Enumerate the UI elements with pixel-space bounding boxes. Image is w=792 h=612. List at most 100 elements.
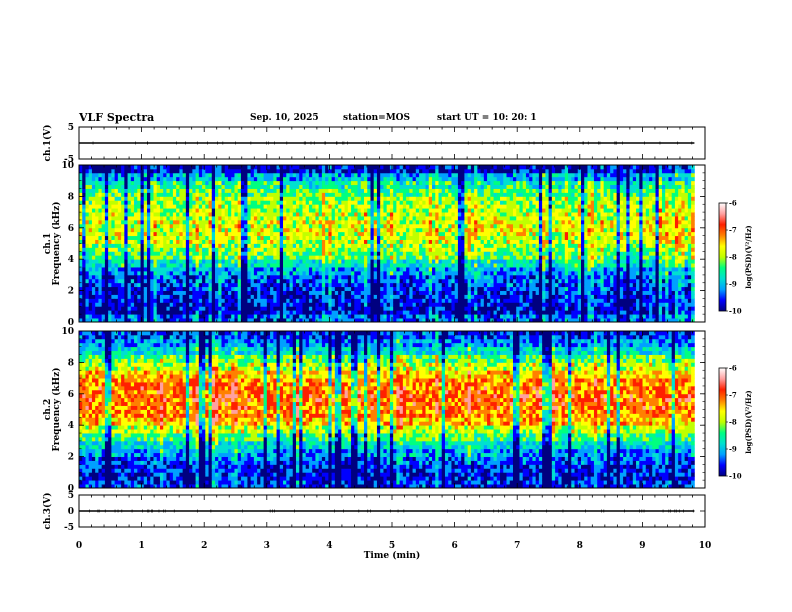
- spectrogram-cell: [312, 165, 316, 170]
- spectrogram-cell: [253, 306, 258, 311]
- spectrogram-cell: [124, 176, 128, 182]
- spectrogram-cell: [182, 274, 187, 280]
- spectrogram-cell: [169, 286, 174, 292]
- spectrogram-cell: [227, 286, 232, 292]
- spectrogram-cell: [95, 196, 99, 201]
- spectrogram-cell: [477, 239, 481, 244]
- spectrogram-cell: [412, 278, 417, 284]
- spectrogram-cell: [270, 184, 274, 189]
- spectrogram-cell: [244, 318, 248, 323]
- spectrogram-cell: [91, 216, 96, 221]
- spectrogram-cell: [231, 259, 235, 264]
- spectrogram-cell: [273, 263, 277, 268]
- spectrogram-cell: [402, 286, 407, 292]
- spectrogram-cell: [266, 188, 271, 193]
- spectrogram-cell: [130, 294, 135, 299]
- spectrogram-cell: [376, 227, 381, 233]
- spectrogram-cell: [166, 286, 171, 292]
- spectrogram-cell: [211, 306, 216, 311]
- spectrogram-cell: [283, 188, 287, 193]
- spectrogram-cell: [124, 251, 128, 256]
- spectrogram-cell: [169, 168, 174, 174]
- spectrogram-cell: [321, 306, 326, 311]
- spectrogram-cell: [104, 165, 109, 170]
- spectrogram-cell: [104, 204, 109, 209]
- spectrogram-cell: [367, 314, 371, 319]
- spectrogram-cell: [292, 318, 297, 323]
- spectrogram-cell: [237, 243, 242, 248]
- spectrogram-cell: [312, 184, 316, 189]
- spectrogram-cell: [211, 212, 216, 217]
- spectrogram-cell: [101, 247, 106, 252]
- spectrogram-cell: [91, 318, 96, 323]
- spectrogram-cell: [321, 247, 326, 252]
- spectrogram-cell: [205, 212, 209, 217]
- spectrogram-cell: [185, 235, 190, 240]
- spectrogram-cell: [425, 259, 430, 264]
- spectrogram-cell: [276, 263, 281, 268]
- spectrogram-cell: [376, 278, 381, 284]
- spectrogram-cell: [315, 176, 320, 182]
- spectrogram-cell: [231, 267, 235, 272]
- spectrogram-cell: [79, 247, 83, 252]
- spectrogram-cell: [240, 270, 245, 276]
- spectrogram-cell: [457, 216, 462, 221]
- spectrogram-cell: [474, 306, 478, 311]
- spectrogram-cell: [137, 314, 141, 319]
- spectrogram-cell: [474, 196, 478, 201]
- spectrogram-cell: [273, 278, 277, 284]
- spectrogram-cell: [454, 282, 459, 288]
- spectrogram-cell: [82, 176, 86, 182]
- spectrogram-cell: [370, 255, 375, 260]
- spectrogram-cell: [360, 294, 365, 299]
- spectrogram-cell: [253, 286, 258, 292]
- spectrogram-cell: [257, 263, 261, 268]
- spectrogram-cell: [344, 196, 349, 201]
- spectrogram-cell: [308, 310, 313, 315]
- spectrogram-cell: [380, 267, 384, 272]
- spectrogram-cell: [360, 235, 365, 240]
- spectrogram-cell: [182, 176, 187, 182]
- spectrogram-cell: [117, 243, 122, 248]
- spectrogram-cell: [325, 196, 329, 201]
- spectrogram-cell: [172, 239, 177, 244]
- spectrogram-cell: [221, 255, 226, 260]
- spectrogram-cell: [121, 208, 125, 213]
- spectrogram-cell: [331, 274, 336, 280]
- spectrogram-cell: [364, 306, 368, 311]
- spectrogram-cell: [82, 227, 86, 233]
- spectrogram-cell: [428, 278, 433, 284]
- spectrogram-cell: [338, 251, 342, 256]
- spectrogram-cell: [172, 306, 177, 311]
- spectrogram-cell: [464, 251, 469, 256]
- spectrogram-cell: [325, 188, 329, 193]
- spectrogram-cell: [185, 274, 190, 280]
- spectrogram-cell: [474, 270, 478, 276]
- spectrogram-cell: [117, 310, 122, 315]
- spectrogram-cell: [312, 314, 316, 319]
- spectrogram-cell: [88, 318, 93, 323]
- spectrogram-cell: [334, 302, 339, 307]
- spectrogram-cell: [373, 165, 378, 170]
- spectrogram-cell: [364, 267, 368, 272]
- spectrogram-cell: [389, 172, 394, 178]
- spectrogram-cell: [321, 274, 326, 280]
- spectrogram-cell: [279, 172, 284, 178]
- spectrogram-cell: [250, 270, 255, 276]
- spectrogram-cell: [227, 208, 232, 213]
- spectrogram-cell: [211, 223, 216, 229]
- spectrogram-cell: [250, 216, 255, 221]
- spectrogram-cell: [351, 196, 355, 201]
- spectrogram-cell: [273, 267, 277, 272]
- spectrogram-cell: [432, 200, 436, 205]
- spectrogram-cell: [192, 223, 196, 229]
- spectrogram-cell: [101, 239, 106, 244]
- spectrogram-cell: [360, 184, 365, 189]
- spectrogram-cell: [315, 263, 320, 268]
- spectrogram-cell: [224, 176, 229, 182]
- spectrogram-cell: [192, 306, 196, 311]
- spectrogram-cell: [415, 176, 420, 182]
- spectrogram-cell: [357, 255, 362, 260]
- spectrogram-cell: [464, 259, 469, 264]
- spectrogram-cell: [240, 314, 245, 319]
